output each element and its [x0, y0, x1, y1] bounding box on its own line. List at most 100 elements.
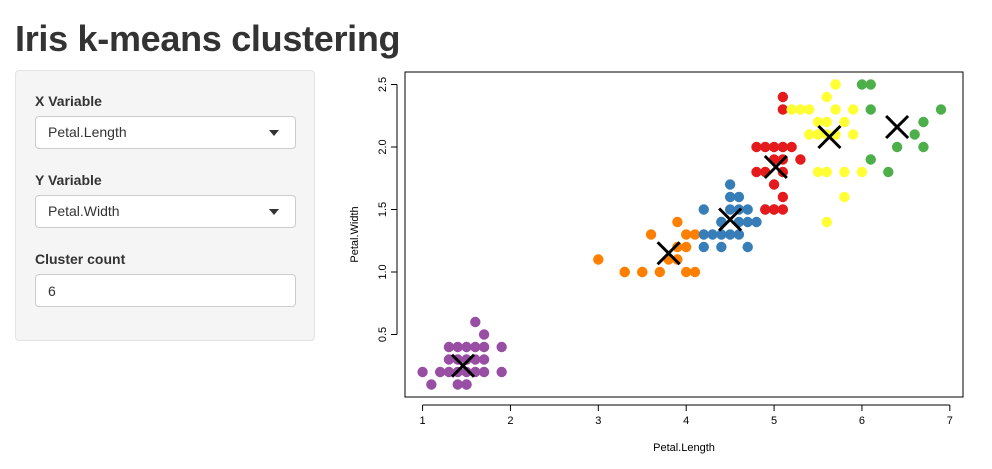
data-point: [672, 254, 683, 265]
data-point: [478, 354, 490, 365]
data-point: [619, 266, 630, 278]
data-point: [680, 229, 692, 240]
data-point: [461, 379, 472, 390]
data-point: [768, 179, 780, 190]
x-tick-label: 4: [683, 415, 689, 427]
data-point: [935, 104, 947, 115]
data-point: [680, 241, 692, 253]
data-point: [461, 366, 472, 378]
data-point: [689, 266, 701, 278]
data-point: [680, 266, 692, 278]
data-point: [786, 104, 797, 115]
caret-down-icon: [269, 209, 279, 215]
data-point: [707, 229, 718, 240]
data-point: [760, 204, 771, 215]
data-point: [417, 366, 428, 378]
x-tick-label: 2: [507, 415, 513, 427]
x-tick-label: 1: [420, 415, 426, 427]
data-point: [812, 116, 824, 128]
data-point: [733, 191, 745, 203]
x-tick-label: 5: [771, 415, 777, 427]
data-point: [777, 191, 789, 203]
data-point: [847, 104, 859, 115]
cluster-center-marker: [763, 154, 788, 180]
data-point: [716, 241, 727, 253]
data-point: [698, 229, 709, 240]
data-point: [856, 79, 868, 90]
data-point: [724, 229, 736, 240]
data-point: [461, 354, 472, 365]
centers-layer: [450, 114, 910, 378]
data-point: [742, 204, 753, 215]
y-tick-label: 1.0: [377, 264, 389, 279]
data-point: [812, 129, 824, 140]
y-axis-label: Petal.Width: [349, 206, 361, 262]
sidebar-panel: X Variable Petal.Length Y Variable Petal…: [15, 70, 315, 341]
data-point: [804, 104, 815, 115]
cluster-center-marker: [718, 207, 743, 232]
data-point: [593, 254, 604, 265]
data-point: [777, 141, 789, 153]
data-point: [470, 341, 481, 353]
x-variable-select[interactable]: Petal.Length: [35, 116, 296, 149]
data-point: [839, 166, 850, 178]
y-tick-label: 2.5: [377, 77, 389, 92]
data-point: [830, 104, 841, 115]
data-point: [478, 366, 490, 378]
data-point: [724, 179, 736, 190]
data-point: [865, 104, 876, 115]
data-point: [847, 129, 859, 140]
cluster-count-input[interactable]: [35, 274, 296, 307]
x-tick-label: 3: [595, 415, 601, 427]
data-point: [496, 341, 507, 353]
data-point: [777, 204, 789, 215]
data-point: [672, 241, 683, 253]
data-point: [434, 366, 446, 378]
data-point: [698, 204, 709, 215]
data-point: [777, 91, 789, 103]
y-tick-label: 0.5: [377, 327, 389, 342]
data-point: [891, 141, 903, 153]
x-variable-label: X Variable: [35, 93, 102, 109]
data-point: [795, 104, 806, 115]
data-point: [698, 241, 709, 253]
cluster-count-label: Cluster count: [35, 251, 126, 267]
data-point: [672, 216, 683, 228]
x-axis-label: Petal.Length: [653, 442, 715, 454]
data-point: [724, 191, 736, 203]
data-point: [742, 216, 753, 228]
data-point: [645, 229, 657, 240]
y-variable-value: Petal.Width: [48, 203, 120, 219]
data-point: [821, 116, 832, 128]
data-point: [724, 204, 736, 215]
page-title: Iris k-means clustering: [15, 18, 401, 59]
data-point: [716, 229, 727, 240]
data-point: [786, 141, 797, 153]
caret-down-icon: [269, 130, 279, 136]
cluster-center-marker: [450, 353, 476, 378]
y-tick-label: 2.0: [377, 139, 389, 154]
data-point: [478, 329, 490, 340]
cluster-center-marker: [656, 241, 681, 266]
data-point: [461, 341, 472, 353]
data-point: [742, 241, 753, 253]
data-point: [830, 79, 841, 90]
data-point: [795, 154, 806, 165]
data-point: [689, 229, 701, 240]
data-point: [804, 129, 815, 140]
data-point: [733, 229, 745, 240]
axes-layer: 1 2 3 4 5 6 7 0.5 1.0 1.5 2.0 2.5: [377, 77, 953, 427]
data-point: [883, 166, 894, 178]
data-point: [426, 379, 437, 390]
data-point: [865, 79, 876, 90]
x-variable-value: Petal.Length: [48, 124, 127, 140]
y-variable-label: Y Variable: [35, 172, 102, 188]
data-point: [443, 341, 455, 353]
points-layer: [417, 79, 947, 390]
data-point: [812, 166, 824, 178]
cluster-center-marker: [817, 124, 842, 150]
data-point: [777, 104, 789, 115]
data-point: [909, 129, 920, 140]
x-tick-label: 7: [947, 415, 953, 427]
y-variable-select[interactable]: Petal.Width: [35, 195, 296, 228]
